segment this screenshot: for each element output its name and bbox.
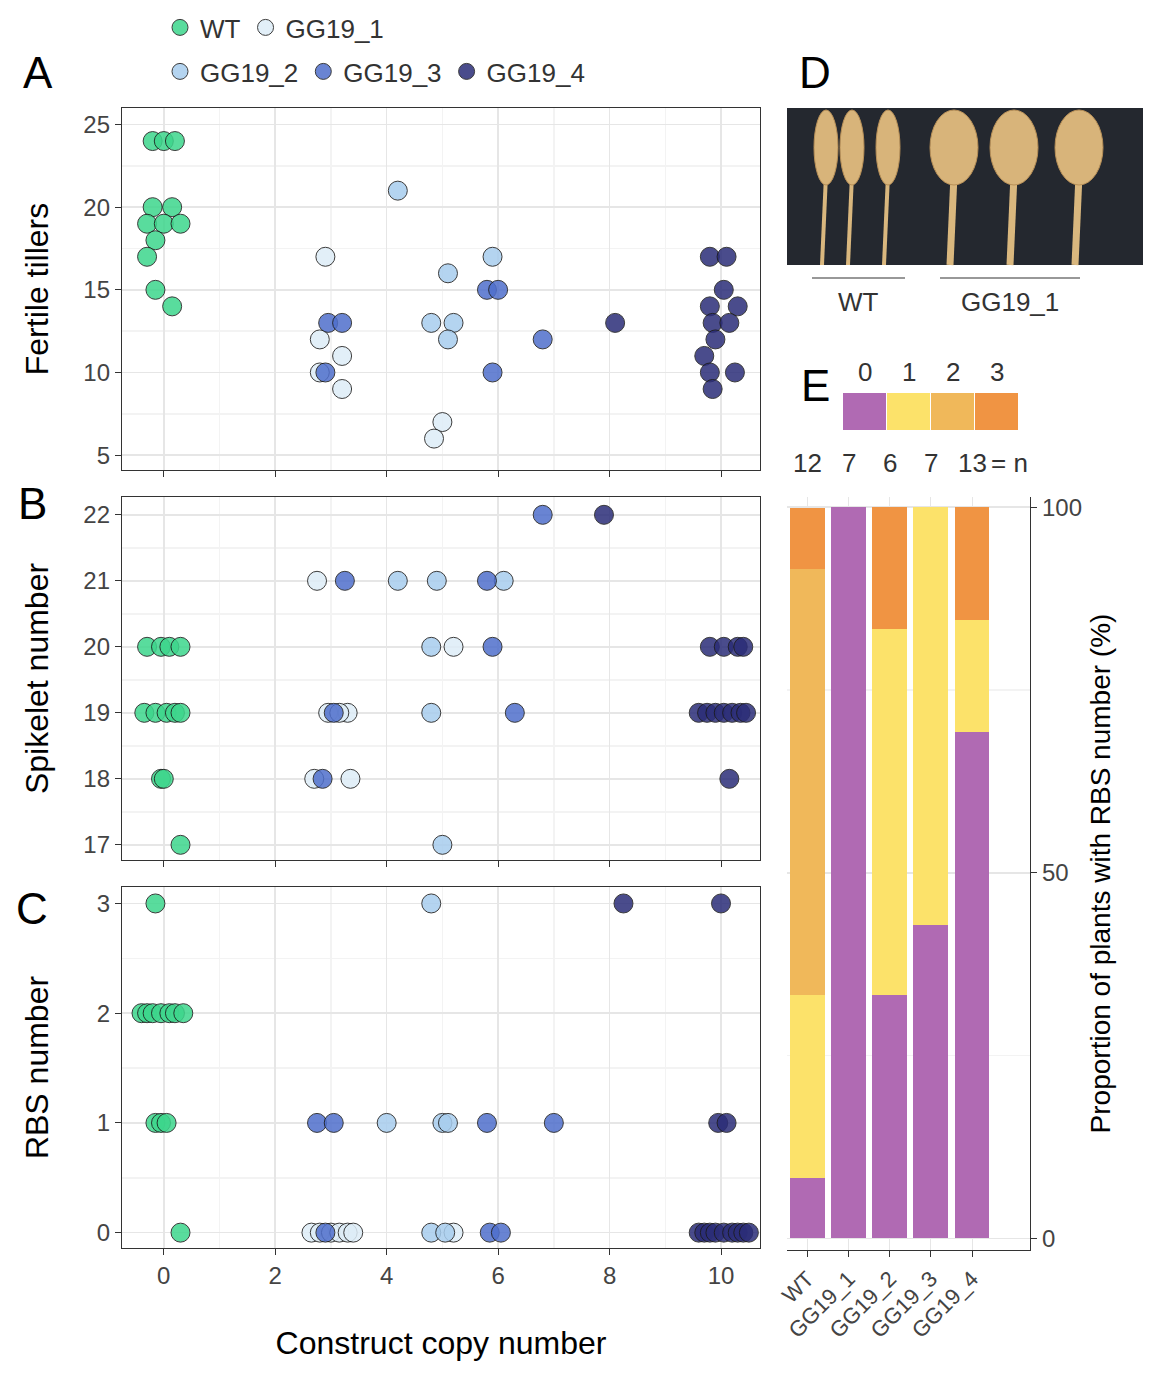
svg-text:0: 0 bbox=[1042, 1225, 1055, 1252]
svg-text:Construct copy number: Construct copy number bbox=[276, 1325, 607, 1361]
svg-text:2: 2 bbox=[946, 357, 960, 387]
svg-text:GG19_1: GG19_1 bbox=[286, 14, 384, 44]
svg-text:22: 22 bbox=[83, 501, 110, 528]
svg-text:7: 7 bbox=[924, 448, 938, 478]
svg-text:GG19_4: GG19_4 bbox=[487, 58, 585, 88]
svg-text:100: 100 bbox=[1042, 494, 1082, 521]
svg-text:15: 15 bbox=[83, 276, 110, 303]
svg-text:2: 2 bbox=[97, 1000, 110, 1027]
svg-text:10: 10 bbox=[83, 359, 110, 386]
svg-text:8: 8 bbox=[603, 1262, 616, 1289]
svg-text:0: 0 bbox=[97, 1219, 110, 1246]
svg-text:WT: WT bbox=[838, 287, 879, 317]
svg-text:5: 5 bbox=[97, 442, 110, 469]
svg-text:4: 4 bbox=[380, 1262, 393, 1289]
svg-text:GG19_4: GG19_4 bbox=[907, 1266, 983, 1342]
svg-text:25: 25 bbox=[83, 111, 110, 138]
svg-text:6: 6 bbox=[491, 1262, 504, 1289]
svg-text:GG19_3: GG19_3 bbox=[343, 58, 441, 88]
svg-text:20: 20 bbox=[83, 194, 110, 221]
svg-text:1: 1 bbox=[97, 1109, 110, 1136]
svg-text:RBS number: RBS number bbox=[19, 976, 55, 1160]
svg-text:GG19_3: GG19_3 bbox=[866, 1266, 942, 1342]
svg-text:0: 0 bbox=[157, 1262, 170, 1289]
svg-text:6: 6 bbox=[883, 448, 897, 478]
svg-text:17: 17 bbox=[83, 831, 110, 858]
svg-text:E: E bbox=[801, 361, 830, 410]
svg-text:Fertile tillers: Fertile tillers bbox=[19, 203, 55, 375]
svg-text:3: 3 bbox=[990, 357, 1004, 387]
svg-text:Spikelet number: Spikelet number bbox=[19, 563, 55, 795]
svg-text:GG19_2: GG19_2 bbox=[825, 1266, 901, 1342]
svg-text:C: C bbox=[16, 884, 48, 933]
svg-text:50: 50 bbox=[1042, 859, 1069, 886]
svg-text:12: 12 bbox=[793, 448, 822, 478]
svg-text:20: 20 bbox=[83, 633, 110, 660]
svg-text:13: 13 bbox=[958, 448, 987, 478]
svg-text:A: A bbox=[23, 48, 53, 97]
svg-text:1: 1 bbox=[902, 357, 916, 387]
svg-text:7: 7 bbox=[842, 448, 856, 478]
svg-text:19: 19 bbox=[83, 699, 110, 726]
svg-text:= n: = n bbox=[991, 448, 1028, 478]
svg-text:GG19_1: GG19_1 bbox=[783, 1266, 859, 1342]
svg-text:0: 0 bbox=[858, 357, 872, 387]
svg-text:WT: WT bbox=[777, 1266, 819, 1308]
svg-text:Proportion of plants with RBS: Proportion of plants with RBS number (%) bbox=[1085, 614, 1116, 1134]
svg-text:D: D bbox=[799, 48, 831, 97]
svg-text:3: 3 bbox=[97, 890, 110, 917]
svg-text:2: 2 bbox=[269, 1262, 282, 1289]
svg-text:10: 10 bbox=[708, 1262, 735, 1289]
svg-text:B: B bbox=[18, 479, 47, 528]
svg-text:GG19_2: GG19_2 bbox=[200, 58, 298, 88]
svg-text:18: 18 bbox=[83, 765, 110, 792]
svg-text:21: 21 bbox=[83, 567, 110, 594]
svg-text:WT: WT bbox=[200, 14, 241, 44]
svg-text:GG19_1: GG19_1 bbox=[961, 287, 1059, 317]
